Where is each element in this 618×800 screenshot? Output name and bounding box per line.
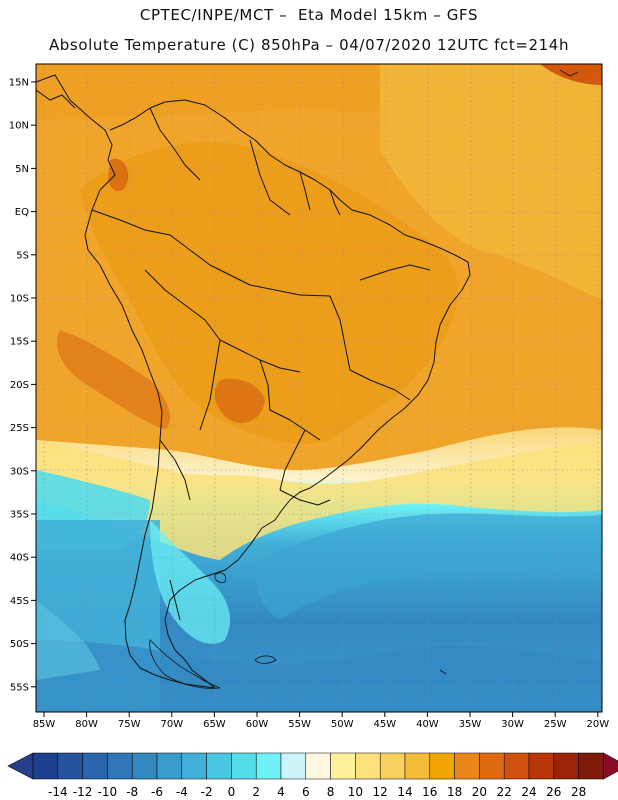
lat-label: 10N bbox=[9, 121, 29, 132]
lon-label: 65W bbox=[203, 719, 226, 730]
colorbar-label: -4 bbox=[176, 785, 188, 799]
lat-label: 50S bbox=[10, 639, 29, 650]
lon-label: 55W bbox=[288, 719, 311, 730]
colorbar-label: 28 bbox=[571, 785, 586, 799]
colorbar-cell bbox=[578, 752, 604, 780]
colorbar-label: 16 bbox=[422, 785, 437, 799]
colorbar-cell bbox=[156, 752, 183, 780]
colorbar-cell bbox=[206, 752, 232, 780]
lon-label: 25W bbox=[544, 719, 567, 730]
lat-label: 10S bbox=[10, 294, 29, 305]
lon-label: 20W bbox=[586, 719, 609, 730]
lat-label: 5N bbox=[15, 164, 29, 175]
coastline-and-borders bbox=[36, 74, 471, 689]
colorbar-cell bbox=[231, 752, 257, 780]
lon-label: 60W bbox=[246, 719, 269, 730]
lat-label: 15S bbox=[10, 337, 29, 348]
colorbar-label: 6 bbox=[302, 785, 310, 799]
colorbar-labels: -14 -12 -10 -8 -6 -4 -2 0 2 4 6 8 10 12 14 16 18 20 22 24 26… bbox=[48, 785, 586, 799]
lat-label: 55S bbox=[10, 682, 29, 693]
colorbar-label: 24 bbox=[521, 785, 536, 799]
longitude-labels: 85W 80W 75W 70W 65W 60W 55W 50W 45W 40W 35W 30W 25W 2… bbox=[33, 712, 609, 730]
lat-label: EQ bbox=[15, 207, 29, 218]
chart-title-line-2: Absolute Temperature (C) 850hPa – 04/07/… bbox=[48, 36, 570, 54]
colorbar-label: -10 bbox=[98, 785, 118, 799]
colorbar-cell bbox=[429, 752, 455, 780]
colorbar-cell bbox=[330, 752, 356, 780]
colorbar-cell bbox=[305, 752, 331, 780]
colorbar-cell bbox=[280, 752, 307, 780]
colorbar-label: 4 bbox=[277, 785, 285, 799]
lon-label: 70W bbox=[160, 719, 183, 730]
colorbar-cell bbox=[255, 752, 282, 780]
lat-label: 35S bbox=[10, 510, 29, 521]
colorbar-cell bbox=[553, 752, 579, 780]
colorbar-label: 0 bbox=[228, 785, 236, 799]
temperature-field bbox=[36, 64, 602, 712]
lon-label: 75W bbox=[118, 719, 141, 730]
lon-label: 85W bbox=[33, 719, 56, 730]
colorbar-label: 14 bbox=[397, 785, 412, 799]
lon-label: 45W bbox=[373, 719, 396, 730]
lat-label: 30S bbox=[10, 466, 29, 477]
lon-label: 40W bbox=[416, 719, 439, 730]
colorbar-cell bbox=[479, 752, 505, 780]
colorbar-label: -8 bbox=[126, 785, 138, 799]
latitude-labels: 15N 10N 5N EQ 5S 10S 15S 20S 25S 30S 35S 40S 45S 50S 5… bbox=[9, 78, 36, 693]
colorbar-cell bbox=[82, 752, 108, 780]
colorbar-cell bbox=[454, 752, 480, 780]
colorbar-label: 12 bbox=[373, 785, 388, 799]
chart-title-line-1: CPTEC/INPE/MCT – Eta Model 15km – GFS bbox=[139, 6, 479, 24]
colorbar-cell bbox=[57, 752, 83, 780]
lat-label: 15N bbox=[9, 78, 29, 89]
colorbar-label: 2 bbox=[252, 785, 260, 799]
islands bbox=[149, 69, 579, 689]
colorbar-label: -2 bbox=[201, 785, 213, 799]
colorbar-cell bbox=[131, 752, 158, 780]
lon-label: 30W bbox=[501, 719, 524, 730]
colorbar-label: 26 bbox=[546, 785, 561, 799]
colorbar-over-arrow bbox=[603, 752, 618, 780]
lon-label: 80W bbox=[75, 719, 98, 730]
colorbar-label: 10 bbox=[348, 785, 363, 799]
colorbar-cell bbox=[404, 752, 431, 780]
colorbar-label: -6 bbox=[151, 785, 163, 799]
colorbar-label: -12 bbox=[73, 785, 93, 799]
lat-label: 20S bbox=[10, 380, 29, 391]
colorbar-cell bbox=[355, 752, 381, 780]
colorbar-cell bbox=[503, 752, 530, 780]
colorbar-label: -14 bbox=[48, 785, 68, 799]
lat-label: 45S bbox=[10, 596, 29, 607]
map-frame bbox=[35, 63, 603, 713]
colorbar bbox=[7, 752, 618, 780]
colorbar-label: 18 bbox=[447, 785, 462, 799]
lat-label: 5S bbox=[16, 250, 29, 261]
colorbar-cell bbox=[107, 752, 133, 780]
lon-label: 50W bbox=[331, 719, 354, 730]
colorbar-label: 22 bbox=[497, 785, 512, 799]
lat-label: 25S bbox=[10, 423, 29, 434]
colorbar-cell bbox=[379, 752, 406, 780]
lat-label: 40S bbox=[10, 553, 29, 564]
colorbar-label: 20 bbox=[472, 785, 487, 799]
colorbar-cell bbox=[528, 752, 555, 780]
colorbar-under-arrow bbox=[7, 752, 34, 780]
colorbar-cell bbox=[181, 752, 207, 780]
lon-label: 35W bbox=[459, 719, 482, 730]
colorbar-label: 8 bbox=[327, 785, 335, 799]
colorbar-cell bbox=[32, 752, 59, 780]
